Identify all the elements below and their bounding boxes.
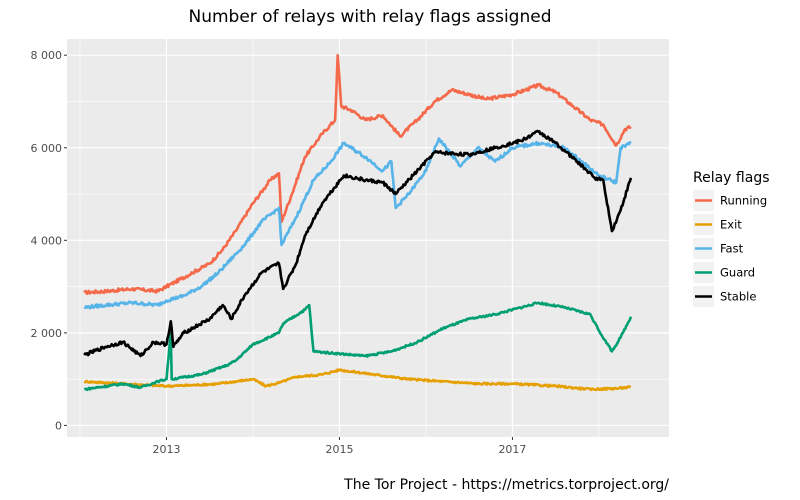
series-line-stable [83, 129, 633, 358]
y-tick-label: 2 000 [31, 327, 63, 340]
series-lines [83, 53, 633, 392]
chart-title: Number of relays with relay flags assign… [188, 7, 551, 27]
series-line-running [83, 53, 632, 296]
series-line-fast [83, 137, 632, 310]
legend-title: Relay flags [693, 170, 770, 186]
legend-label-fast: Fast [720, 242, 744, 256]
y-tick-label: 0 [55, 419, 62, 432]
plot-panel [67, 39, 669, 437]
legend-label-running: Running [720, 194, 767, 208]
series-line-guard [83, 301, 633, 392]
legend-label-exit: Exit [720, 218, 742, 232]
x-tick-label: 2017 [498, 443, 526, 456]
y-tick-label: 8 000 [31, 49, 63, 62]
x-axis: 2013 2015 2017 [152, 437, 526, 456]
y-axis: 0 2 000 4 000 6 000 8 000 [31, 49, 67, 432]
chart-caption: The Tor Project - https://metrics.torpro… [343, 477, 669, 493]
x-tick-label: 2013 [152, 443, 180, 456]
legend-label-stable: Stable [720, 290, 756, 304]
legend: Relay flags Running Exit Fast Guard Stable [693, 170, 770, 307]
x-tick-label: 2015 [325, 443, 353, 456]
y-tick-label: 4 000 [31, 234, 63, 247]
legend-label-guard: Guard [720, 266, 755, 280]
series-line-exit [83, 368, 632, 392]
y-tick-label: 6 000 [31, 142, 63, 155]
